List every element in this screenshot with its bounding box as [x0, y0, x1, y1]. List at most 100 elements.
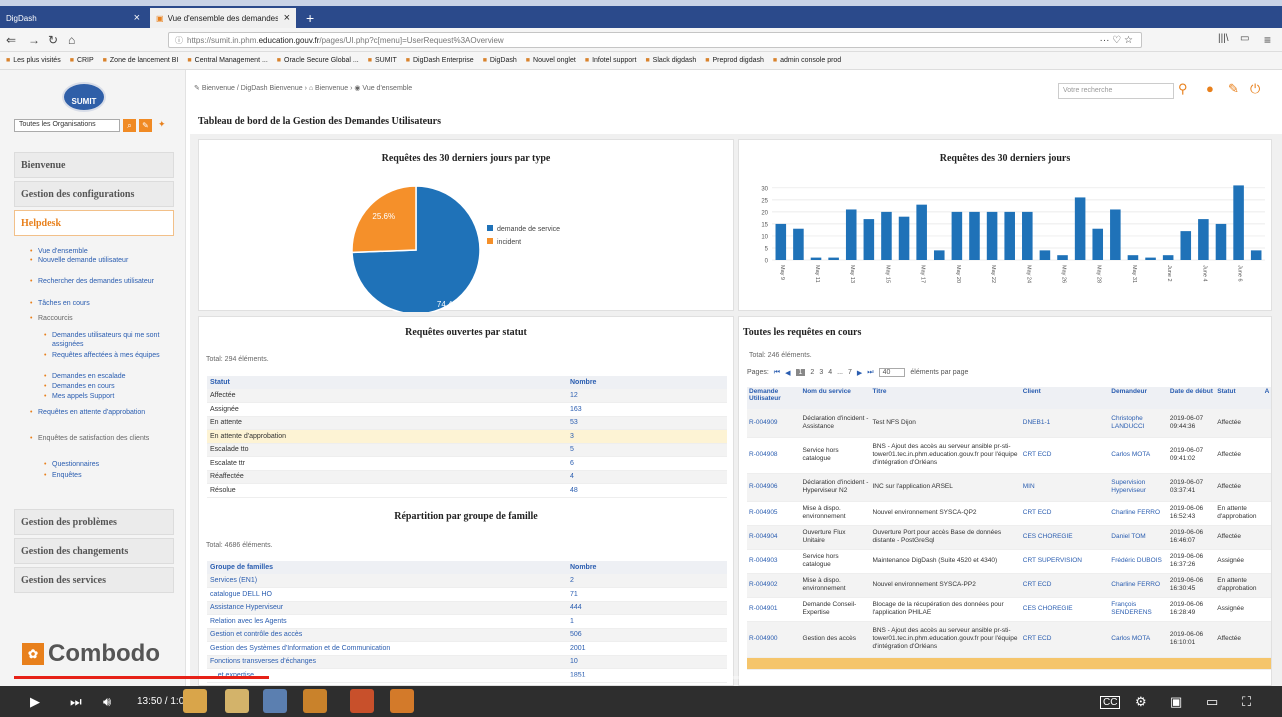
row-label[interactable]: Gestion et contrôle des accès: [207, 628, 567, 642]
row-label[interactable]: Relation avec les Agents: [207, 614, 567, 629]
requester[interactable]: Frédéric DUBOIS: [1109, 549, 1168, 574]
url-bar[interactable]: ⓘ https://sumit.in.phm. education.gouv.fr…: [168, 32, 1142, 48]
bookmark-item[interactable]: DigDash Enterprise: [406, 57, 474, 64]
taskbar-app-icon[interactable]: [390, 689, 414, 713]
row-label[interactable]: catalogue DELL HO: [207, 587, 567, 602]
sidebar-toggle-icon[interactable]: ▭: [1240, 33, 1250, 44]
bar[interactable]: [1004, 211, 1015, 260]
reload-icon[interactable]: ↻: [48, 33, 59, 47]
taskbar-app-icon[interactable]: [303, 689, 327, 713]
bookmark-item[interactable]: Zone de lancement BI: [103, 57, 179, 64]
client[interactable]: MIN: [1020, 473, 1110, 502]
column-header[interactable]: Nom du service: [800, 387, 871, 409]
breadcrumb-item[interactable]: Bienvenue / DigDash Bienvenue: [201, 85, 303, 92]
settings-icon[interactable]: ⚙: [1135, 694, 1147, 709]
sidebar-item-tasks[interactable]: Tâches en cours: [30, 299, 158, 308]
pager-page[interactable]: 2: [810, 369, 815, 376]
bar[interactable]: [1039, 250, 1051, 260]
column-header[interactable]: Statut: [207, 376, 567, 389]
table-row[interactable]: R-004900 Gestion des accès BNS - Ajout des…: [747, 621, 1271, 658]
table-row[interactable]: Escalade tto 5: [207, 443, 727, 457]
table-row[interactable]: R-004906 Déclaration d'incident - Hypervi…: [747, 473, 1271, 502]
table-row[interactable]: Résolue 48: [207, 483, 727, 498]
row-label[interactable]: ... et expertise: [207, 668, 567, 683]
table-row[interactable]: Assistance Hyperviseur 444: [207, 601, 727, 615]
column-header[interactable]: Nombre: [567, 376, 727, 389]
table-row[interactable]: Assignée 163: [207, 402, 727, 417]
client[interactable]: CRT SUPERVISION: [1020, 549, 1110, 574]
legend-label[interactable]: demande de service: [497, 226, 560, 233]
help-icon[interactable]: ●: [1206, 81, 1214, 96]
requester[interactable]: Supervision Hyperviseur: [1109, 473, 1168, 502]
bar[interactable]: [1145, 257, 1156, 260]
sidebar-item-team-requests[interactable]: Requêtes affectées à mes équipes: [44, 351, 172, 360]
pager-first-icon[interactable]: ⏮: [773, 368, 781, 376]
pencil-icon[interactable]: ✎: [1228, 81, 1239, 96]
menu-changes[interactable]: Gestion des changements: [14, 538, 174, 564]
pager-page[interactable]: 7: [847, 369, 852, 376]
requester[interactable]: François SENDERENS: [1109, 597, 1168, 622]
row-count[interactable]: 6: [567, 456, 727, 471]
bar[interactable]: [775, 223, 787, 260]
table-row[interactable]: [747, 657, 1271, 670]
pager-prev-icon[interactable]: ◀: [785, 369, 791, 377]
row-count[interactable]: 444: [567, 601, 727, 615]
bookmark-item[interactable]: Nouvel onglet: [526, 57, 576, 64]
table-row[interactable]: R-004903 Service hors catalogue Maintenanc…: [747, 549, 1271, 574]
table-row[interactable]: R-004902 Mise à dispo. environnement Nouve…: [747, 573, 1271, 598]
client[interactable]: CES CHOREGIE: [1020, 597, 1110, 622]
request-id[interactable]: R-004906: [747, 473, 801, 502]
bar[interactable]: [933, 250, 945, 260]
bar[interactable]: [1250, 250, 1262, 260]
bar[interactable]: [986, 211, 998, 260]
bar[interactable]: [1074, 197, 1086, 260]
bar[interactable]: [1233, 185, 1244, 260]
client[interactable]: DNEB1-1: [1020, 409, 1110, 438]
theater-icon[interactable]: ▭: [1206, 694, 1219, 709]
row-label[interactable]: Gestion des Systèmes d'Information et de…: [207, 641, 567, 656]
table-row[interactable]: Gestion des Systèmes d'Information et de…: [207, 641, 727, 656]
table-row[interactable]: En attente 53: [207, 416, 727, 430]
tab-overview[interactable]: ▣ Vue d'ensemble des demandes ×: [150, 8, 296, 28]
close-icon[interactable]: ×: [283, 12, 290, 24]
table-row[interactable]: Gestion et contrôle des accès 506: [207, 628, 727, 642]
row-count[interactable]: 5: [567, 443, 727, 457]
taskbar-app-icon[interactable]: [183, 689, 207, 713]
new-tab-button[interactable]: +: [306, 10, 315, 26]
column-header[interactable]: A: [1262, 387, 1271, 409]
sidebar-item-questionnaires[interactable]: Questionnaires: [44, 460, 172, 469]
bar[interactable]: [969, 211, 980, 260]
breadcrumb-item[interactable]: Vue d'ensemble: [362, 85, 413, 92]
taskbar-app-icon[interactable]: [263, 689, 287, 713]
column-header[interactable]: Titre: [870, 387, 1021, 409]
miniplayer-icon[interactable]: ▣: [1170, 694, 1183, 709]
bookmark-item[interactable]: Slack digdash: [645, 57, 697, 64]
sidebar-item-new-request[interactable]: Nouvelle demande utilisateur: [30, 256, 158, 265]
table-row[interactable]: R-004904 Ouverture Flux Unitaire Ouverture…: [747, 525, 1271, 550]
row-label[interactable]: Services (EN1): [207, 574, 567, 588]
row-count[interactable]: 53: [567, 416, 727, 430]
bookmark-item[interactable]: Oracle Secure Global ...: [277, 57, 359, 64]
column-header[interactable]: Date de début: [1167, 387, 1216, 409]
table-row[interactable]: En attente d'approbation 3: [207, 429, 727, 444]
sidebar-item-awaiting-approval[interactable]: Requêtes en attente d'approbation: [30, 408, 158, 417]
client[interactable]: CRT ECD: [1020, 573, 1110, 598]
row-count[interactable]: 2001: [567, 641, 727, 656]
bar[interactable]: [810, 257, 822, 260]
request-id[interactable]: R-004901: [747, 597, 801, 622]
bar[interactable]: [1215, 223, 1227, 260]
requester[interactable]: Carlos MOTA: [1109, 621, 1168, 658]
bookmark-item[interactable]: Les plus visités: [6, 57, 60, 64]
bookmark-item[interactable]: DigDash: [483, 57, 517, 64]
breadcrumb-item[interactable]: Bienvenue: [315, 85, 349, 92]
request-id[interactable]: R-004903: [747, 549, 801, 574]
bar[interactable]: [793, 228, 804, 260]
row-count[interactable]: 12: [567, 389, 727, 403]
bookmark-item[interactable]: admin console prod: [773, 57, 841, 64]
bar[interactable]: [845, 209, 857, 260]
row-count[interactable]: 3: [567, 429, 727, 444]
requester[interactable]: Carlos MOTA: [1109, 437, 1168, 474]
bookmark-item[interactable]: SUMIT: [368, 57, 397, 64]
per-page-select[interactable]: 40: [878, 368, 906, 377]
sidebar-item-ongoing[interactable]: Demandes en cours: [44, 382, 172, 391]
